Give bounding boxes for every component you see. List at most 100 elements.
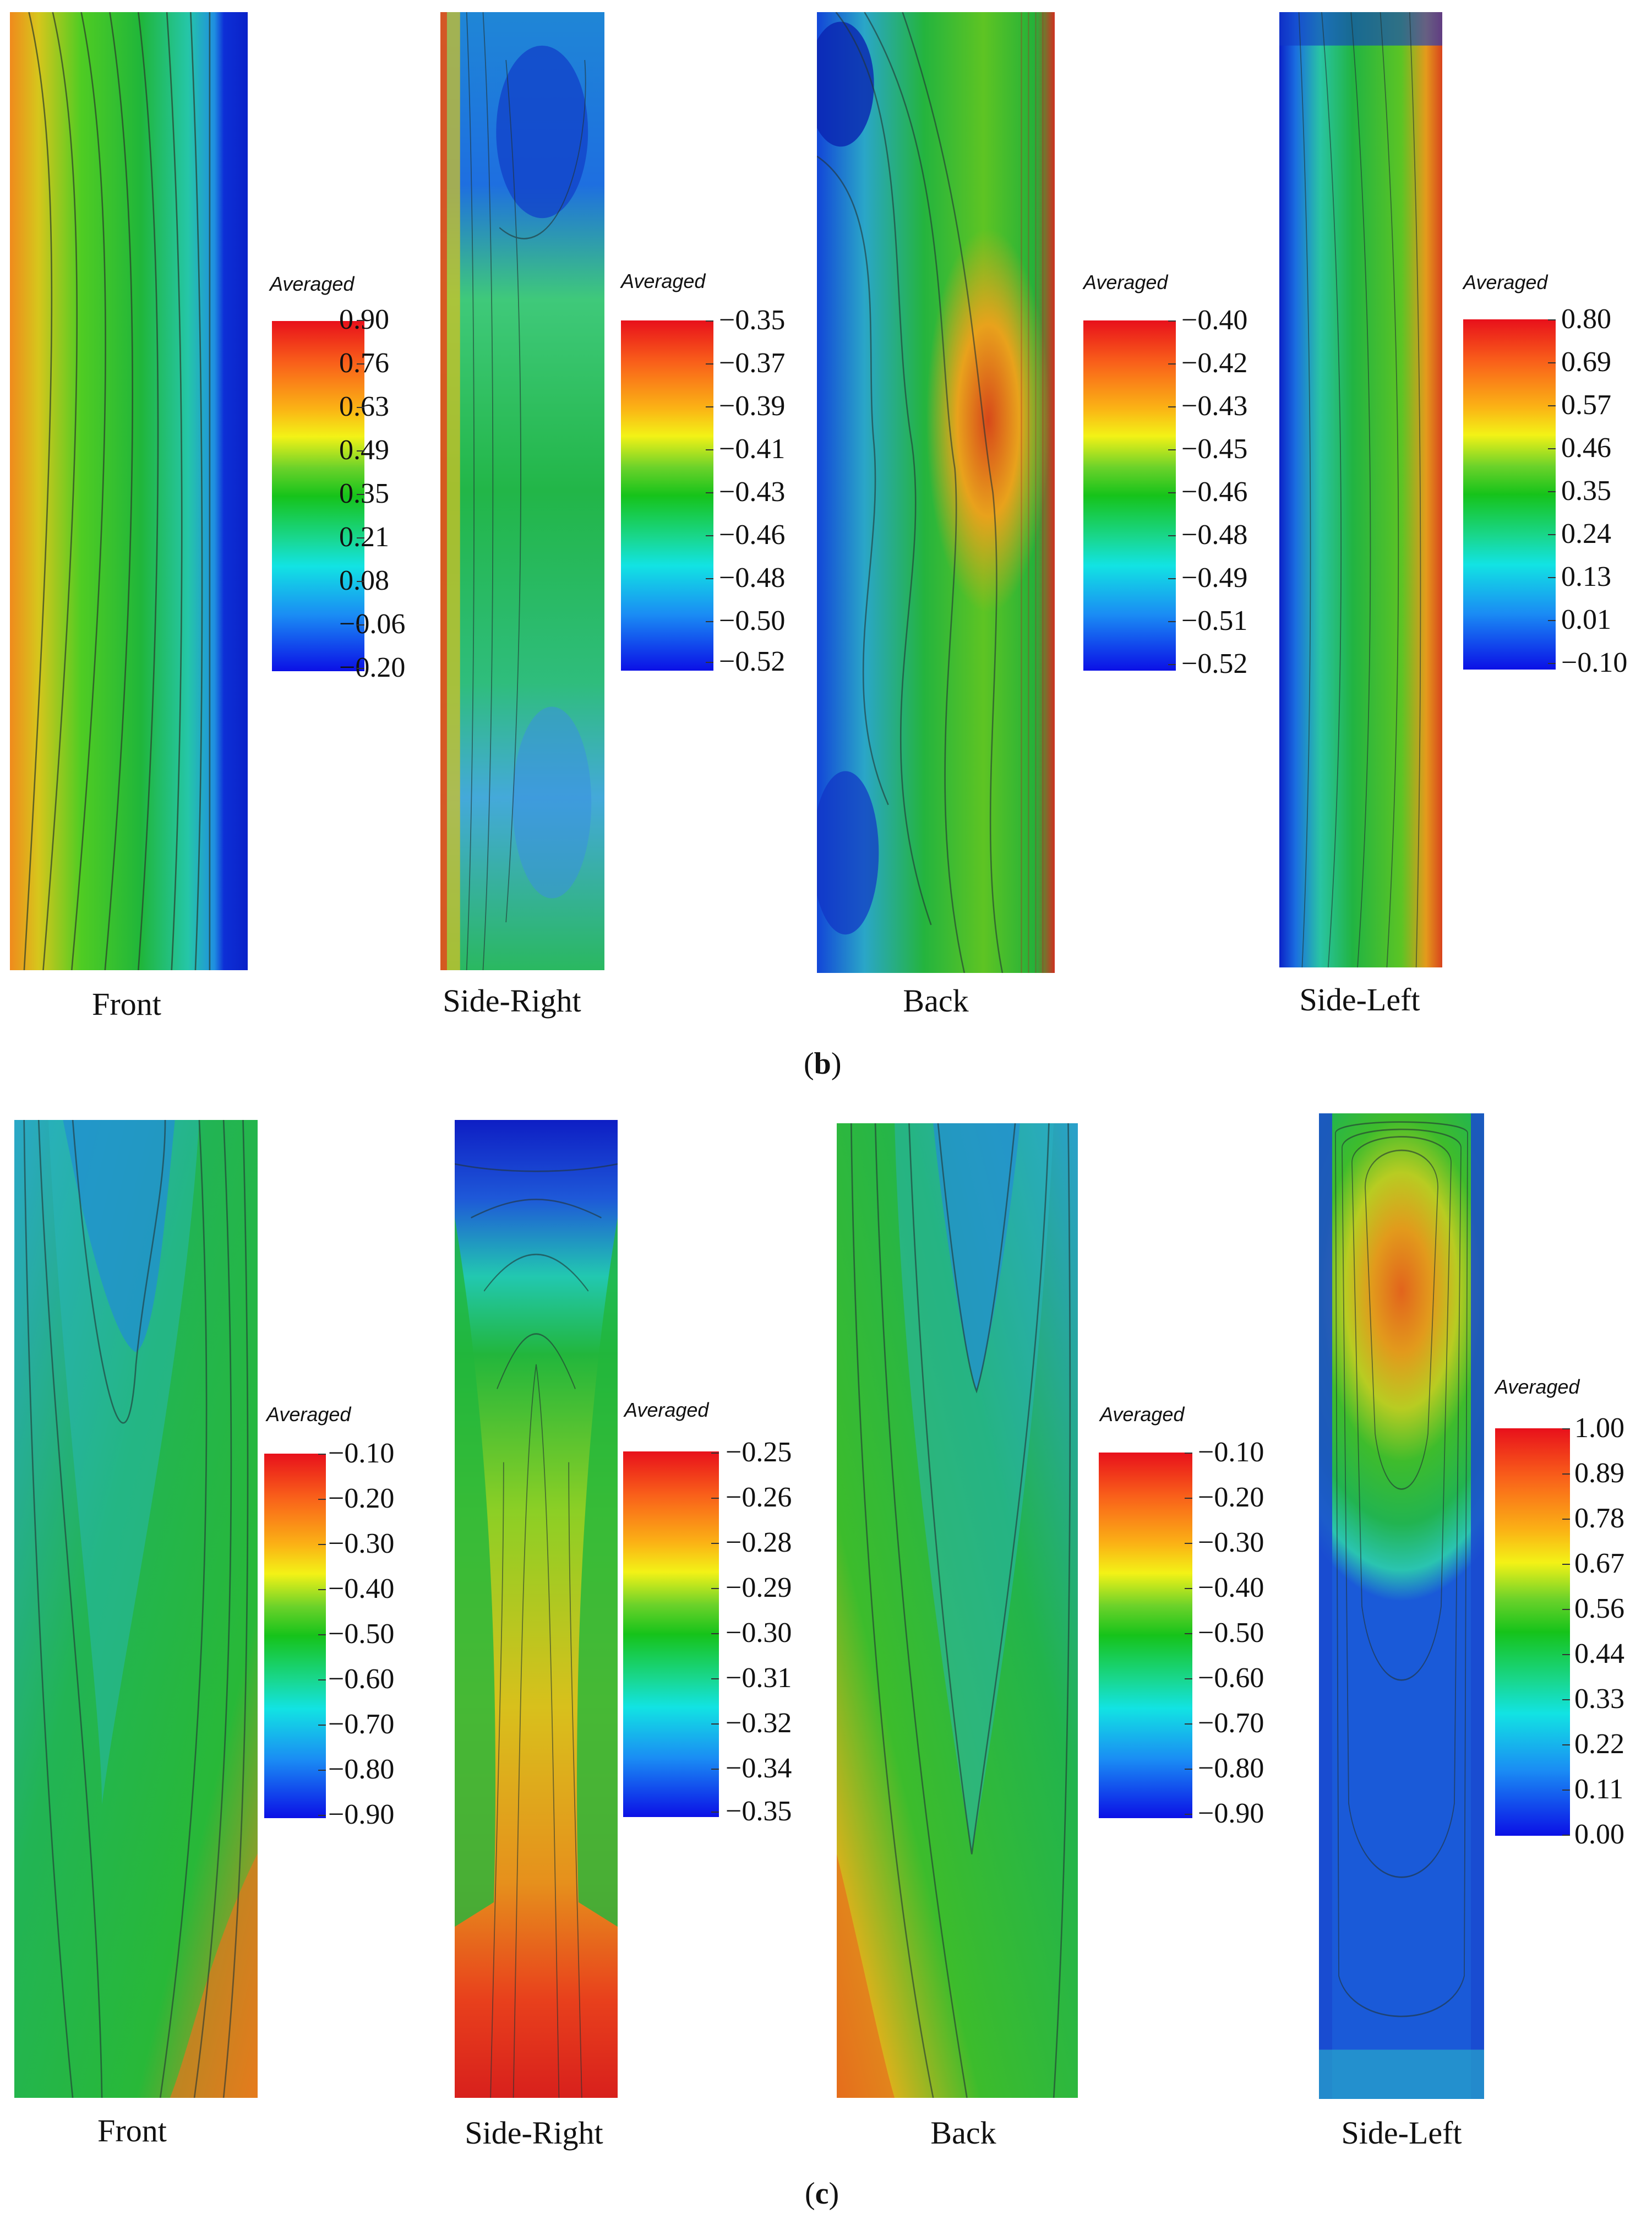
colorbar-tick-mark bbox=[357, 450, 364, 452]
tick-label: −0.60 bbox=[1198, 1662, 1264, 1694]
contour-map-c-side-right bbox=[455, 1120, 618, 2098]
tick-label: −0.51 bbox=[1181, 605, 1248, 637]
colorbar-tick-mark bbox=[1185, 1723, 1192, 1725]
colorbar-tick-mark bbox=[706, 320, 713, 322]
tick-label: 0.49 bbox=[339, 434, 389, 466]
colorbar-tick-mark bbox=[1168, 449, 1176, 450]
tick-label: 0.57 bbox=[1561, 389, 1611, 421]
colorbar-tick-mark bbox=[1562, 1609, 1570, 1610]
colorbar-title: Averaged bbox=[621, 270, 706, 292]
tick-label: −0.10 bbox=[328, 1438, 395, 1469]
colorbar-title: Averaged bbox=[624, 1399, 709, 1421]
tick-label: −0.42 bbox=[1181, 347, 1248, 379]
colorbar-tick-mark bbox=[1562, 1473, 1570, 1475]
subfigure-letter: b bbox=[814, 1047, 831, 1081]
tick-label: −0.40 bbox=[1181, 304, 1248, 336]
colorbar-title: Averaged bbox=[270, 273, 355, 295]
colorbar-title: Averaged bbox=[1463, 271, 1548, 293]
colorbar-gradient bbox=[264, 1454, 326, 1818]
colorbar-tick-mark bbox=[1168, 621, 1176, 622]
colorbar-tick-mark bbox=[1185, 1498, 1192, 1499]
tick-label: 0.78 bbox=[1574, 1503, 1624, 1534]
tick-label: −0.90 bbox=[328, 1799, 395, 1830]
colorbar-tick-mark bbox=[1562, 1744, 1570, 1745]
subfigure-letter: c bbox=[815, 2177, 829, 2211]
colorbar-tick-mark bbox=[1562, 1790, 1570, 1791]
panel-caption: Front bbox=[97, 2113, 167, 2149]
colorbar-tick-mark bbox=[706, 492, 713, 493]
tick-label: −0.20 bbox=[328, 1483, 395, 1514]
colorbar-ticks: −0.35 −0.37 −0.39 −0.41 −0.43 −0.46 −0.4… bbox=[719, 306, 802, 692]
colorbar-ticks: −0.25 −0.26 −0.28 −0.29 −0.30 −0.31 −0.3… bbox=[726, 1438, 806, 1835]
tick-label: −0.35 bbox=[726, 1796, 792, 1827]
tick-label: −0.40 bbox=[328, 1573, 395, 1604]
colorbar-tick-mark bbox=[1548, 448, 1556, 449]
tick-label: 0.69 bbox=[1561, 346, 1611, 378]
colorbar-tick-mark bbox=[1185, 1678, 1192, 1679]
tick-label: 0.33 bbox=[1574, 1683, 1624, 1715]
tick-label: 0.00 bbox=[1574, 1819, 1624, 1850]
tick-label: −0.80 bbox=[1198, 1753, 1264, 1784]
tick-label: 0.24 bbox=[1561, 518, 1611, 550]
tick-label: −0.45 bbox=[1181, 433, 1248, 465]
colorbar-ticks: −0.10 −0.20 −0.30 −0.40 −0.50 −0.60 −0.7… bbox=[1198, 1438, 1280, 1835]
tick-label: −0.43 bbox=[719, 476, 786, 508]
panel-caption: Side-Right bbox=[443, 983, 581, 1019]
colorbar-gradient bbox=[1495, 1428, 1570, 1836]
colorbar-tick-mark bbox=[1548, 405, 1556, 406]
colorbar-tick-mark bbox=[1185, 1633, 1192, 1634]
colorbar-tick-mark bbox=[1168, 578, 1176, 579]
contour-map-c-side-left bbox=[1319, 1113, 1484, 2099]
colorbar-tick-mark bbox=[711, 1588, 719, 1589]
colorbar-tick-mark bbox=[711, 1769, 719, 1770]
tick-label: −0.28 bbox=[726, 1527, 792, 1558]
colorbar-gradient bbox=[272, 321, 364, 671]
colorbar-tick-mark bbox=[706, 621, 713, 622]
tick-label: −0.29 bbox=[726, 1572, 792, 1603]
colorbar-tick-mark bbox=[1168, 535, 1176, 536]
colorbar-tick-mark bbox=[711, 1453, 719, 1454]
panel-caption: Back bbox=[903, 983, 969, 1019]
colorbar-tick-mark bbox=[711, 1633, 719, 1634]
colorbar-gradient bbox=[623, 1451, 719, 1817]
tick-label: −0.10 bbox=[1198, 1437, 1264, 1468]
colorbar-tick-mark bbox=[357, 537, 364, 539]
colorbar-tick-mark bbox=[357, 320, 364, 321]
tick-label: −0.20 bbox=[339, 652, 406, 683]
panel-caption: Side-Right bbox=[465, 2115, 603, 2151]
tick-label: −0.41 bbox=[719, 433, 786, 465]
colorbar-tick-mark bbox=[1562, 1654, 1570, 1655]
colorbar-gradient bbox=[1463, 319, 1556, 670]
colorbar-tick-mark bbox=[1548, 319, 1556, 320]
contour-map-b-side-right bbox=[440, 12, 604, 970]
colorbar-tick-mark bbox=[318, 1725, 326, 1726]
tick-label: −0.26 bbox=[726, 1482, 792, 1513]
tick-label: −0.48 bbox=[1181, 519, 1248, 551]
colorbar-tick-mark bbox=[1548, 577, 1556, 578]
colorbar-tick-mark bbox=[1548, 534, 1556, 535]
tick-label: −0.25 bbox=[726, 1437, 792, 1468]
tick-label: 0.35 bbox=[339, 478, 389, 509]
tick-label: −0.10 bbox=[1561, 647, 1628, 678]
panel-caption: Front bbox=[92, 986, 161, 1022]
colorbar-tick-mark bbox=[318, 1634, 326, 1635]
tick-label: −0.20 bbox=[1198, 1482, 1264, 1513]
tick-label: −0.40 bbox=[1198, 1572, 1264, 1603]
colorbar-title: Averaged bbox=[266, 1403, 351, 1426]
tick-label: 0.89 bbox=[1574, 1457, 1624, 1489]
colorbar-tick-mark bbox=[706, 662, 713, 663]
colorbar-tick-mark bbox=[1168, 664, 1176, 665]
tick-label: −0.80 bbox=[328, 1754, 395, 1785]
colorbar-tick-mark bbox=[1562, 1564, 1570, 1565]
tick-label: −0.30 bbox=[328, 1528, 395, 1559]
colorbar-b-back: Averaged −0.40 −0.42 −0.43 −0.45 −0.46 −… bbox=[1079, 271, 1266, 695]
colorbar-tick-mark bbox=[706, 363, 713, 365]
tick-label: −0.60 bbox=[328, 1663, 395, 1695]
colorbar-ticks: 0.80 0.69 0.57 0.46 0.35 0.24 0.13 0.01 … bbox=[1561, 305, 1644, 690]
tick-label: −0.50 bbox=[719, 605, 786, 637]
tick-label: 0.22 bbox=[1574, 1728, 1624, 1760]
subfigure-label-b: (b) bbox=[804, 1047, 842, 1081]
colorbar-tick-mark bbox=[1185, 1453, 1192, 1454]
contour-map-c-back bbox=[837, 1123, 1078, 2098]
tick-label: 0.01 bbox=[1561, 604, 1611, 635]
